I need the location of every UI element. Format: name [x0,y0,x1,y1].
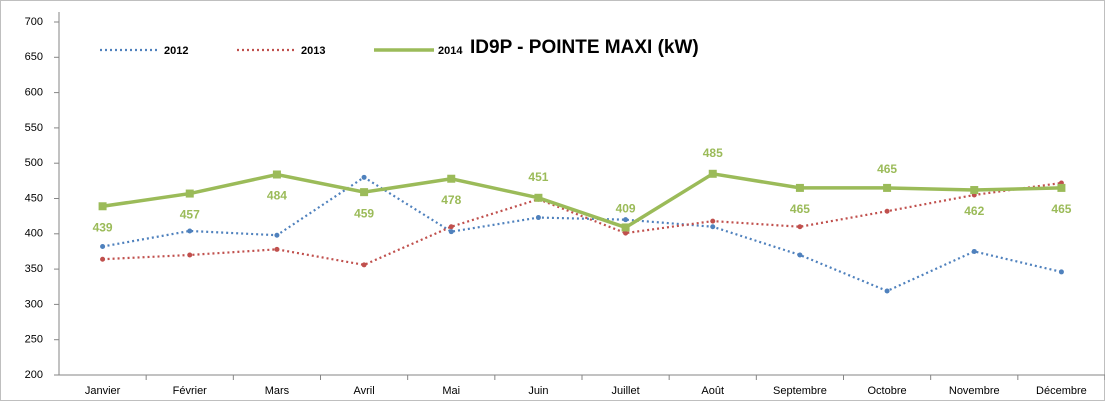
y-tick-label: 350 [25,263,43,275]
legend-label: 2014 [438,45,463,57]
x-tick-label: Août [701,385,724,397]
marker [884,208,890,214]
x-tick-label: Décembre [1036,385,1087,397]
chart-title: ID9P - POINTE MAXI (kW) [470,37,699,58]
series-line [102,176,1062,293]
value-label: 409 [616,202,636,216]
marker [448,229,454,235]
x-tick-label: Septembre [773,385,827,397]
marker [708,169,717,178]
marker [884,288,890,294]
value-label: 451 [528,170,548,184]
value-label: 465 [877,162,897,176]
marker [535,215,541,221]
y-tick-label: 700 [25,16,43,28]
y-tick-label: 450 [25,192,43,204]
marker [795,183,804,192]
x-tick-label: Juillet [612,385,640,397]
x-tick-label: Mai [442,385,460,397]
marker [797,224,803,230]
series-line [102,181,1062,267]
value-label: 439 [93,220,113,234]
y-tick-label: 250 [25,334,43,346]
value-label: 485 [703,146,723,160]
x-tick-label: Mars [265,385,290,397]
y-tick-label: 400 [25,228,43,240]
y-tick-label: 600 [25,87,43,99]
x-tick-label: Octobre [868,385,907,397]
marker [797,252,803,258]
value-label: 459 [354,206,374,220]
value-label: 462 [964,204,984,218]
x-tick-label: Janvier [85,385,121,397]
value-label: 465 [790,202,810,216]
x-tick-label: Novembre [949,385,1000,397]
value-label: 457 [180,208,200,222]
marker [98,202,107,211]
marker [970,186,979,195]
marker [274,246,280,252]
marker [360,188,369,197]
legend-label: 2013 [301,45,325,57]
y-tick-label: 550 [25,122,43,134]
marker [1057,183,1066,192]
legend-label: 2012 [164,45,188,57]
marker [272,170,281,179]
series-line [102,171,1062,230]
marker [1058,269,1064,275]
marker [971,248,977,254]
value-label: 478 [441,193,461,207]
marker [100,244,106,250]
marker [361,262,367,268]
y-tick-label: 650 [25,51,43,63]
x-tick-label: Avril [353,385,374,397]
marker [447,174,456,183]
marker [883,183,892,192]
value-label: 465 [1051,202,1071,216]
marker [361,174,367,180]
x-tick-label: Juin [528,385,548,397]
marker [185,189,194,198]
marker [187,252,193,258]
y-tick-label: 200 [25,369,43,381]
marker [187,228,193,234]
marker [710,224,716,230]
marker [710,218,716,224]
y-tick-label: 500 [25,157,43,169]
y-tick-label: 300 [25,298,43,310]
value-label: 484 [267,189,287,203]
marker [448,224,454,230]
x-tick-label: Février [173,385,208,397]
marker [274,232,280,238]
marker [623,217,629,223]
marker [534,193,543,202]
marker [623,230,629,236]
marker [100,256,106,262]
marker [621,223,630,232]
